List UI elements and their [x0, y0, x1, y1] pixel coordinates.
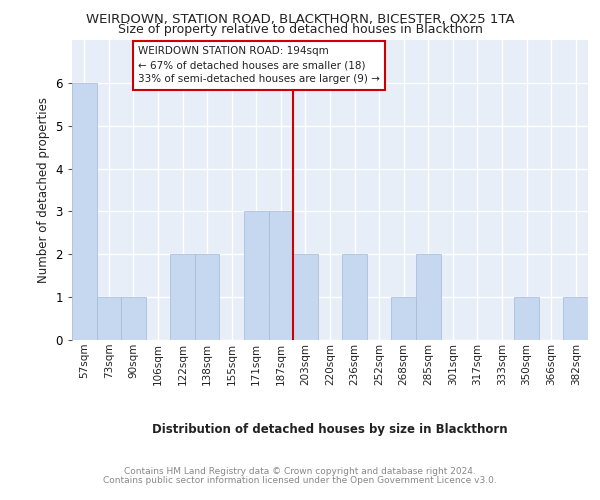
- Bar: [563, 297, 588, 340]
- Bar: [416, 254, 440, 340]
- Bar: [244, 212, 269, 340]
- Text: Distribution of detached houses by size in Blackthorn: Distribution of detached houses by size …: [152, 422, 508, 436]
- Bar: [391, 297, 416, 340]
- Bar: [170, 254, 195, 340]
- Bar: [97, 297, 121, 340]
- Bar: [342, 254, 367, 340]
- Text: WEIRDOWN, STATION ROAD, BLACKTHORN, BICESTER, OX25 1TA: WEIRDOWN, STATION ROAD, BLACKTHORN, BICE…: [86, 12, 514, 26]
- Bar: [514, 297, 539, 340]
- Bar: [121, 297, 146, 340]
- Bar: [269, 212, 293, 340]
- Text: Contains public sector information licensed under the Open Government Licence v3: Contains public sector information licen…: [103, 476, 497, 485]
- Text: WEIRDOWN STATION ROAD: 194sqm
← 67% of detached houses are smaller (18)
33% of s: WEIRDOWN STATION ROAD: 194sqm ← 67% of d…: [139, 46, 380, 84]
- Text: Contains HM Land Registry data © Crown copyright and database right 2024.: Contains HM Land Registry data © Crown c…: [124, 467, 476, 476]
- Bar: [293, 254, 318, 340]
- Bar: [195, 254, 220, 340]
- Text: Size of property relative to detached houses in Blackthorn: Size of property relative to detached ho…: [118, 22, 482, 36]
- Bar: [72, 83, 97, 340]
- Y-axis label: Number of detached properties: Number of detached properties: [37, 97, 50, 283]
